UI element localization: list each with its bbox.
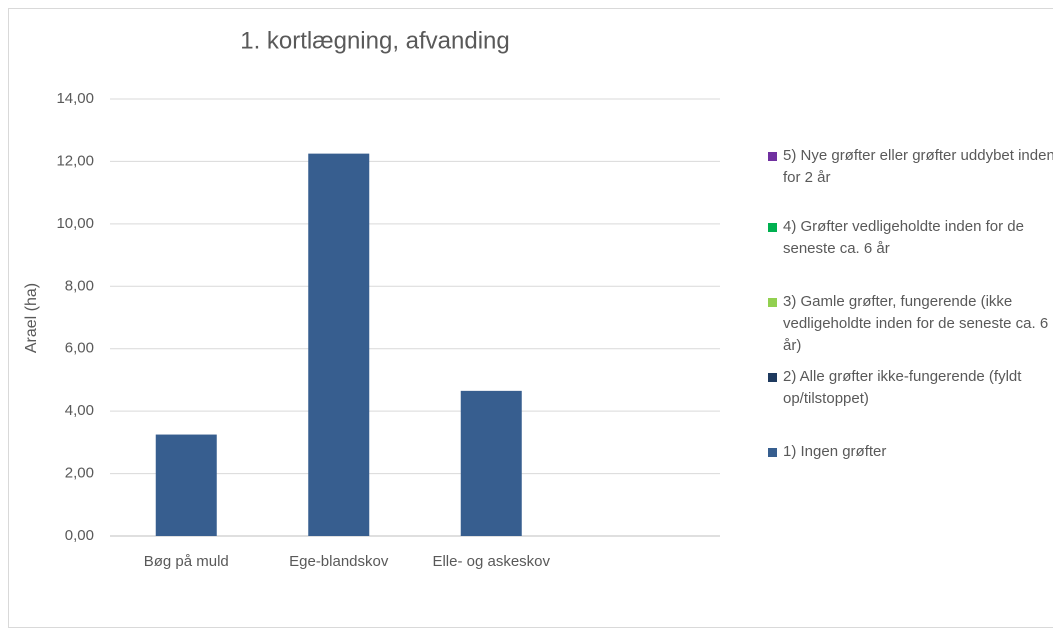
y-tick-label: 6,00 <box>65 340 94 357</box>
y-tick-label: 10,00 <box>56 215 94 232</box>
legend-swatch <box>768 298 777 307</box>
legend-swatch <box>768 373 777 382</box>
x-tick-label: Ege-blandskov <box>289 553 389 570</box>
x-tick-label: Elle- og askeskov <box>432 553 550 570</box>
bar <box>308 153 370 536</box>
y-tick-label: 8,00 <box>65 277 94 294</box>
legend-entry: 4) Grøfter vedligeholdte inden for de se… <box>766 216 1053 260</box>
y-tick-label: 4,00 <box>65 402 94 419</box>
bar <box>460 390 522 536</box>
y-axis-label: Arael (ha) <box>23 283 40 353</box>
legend-entry: 1) Ingen grøfter <box>766 441 1053 463</box>
x-tick-label: Bøg på muld <box>144 553 229 570</box>
y-tick-label: 14,00 <box>56 90 94 107</box>
legend-swatch <box>768 223 777 232</box>
y-tick-label: 0,00 <box>65 527 94 544</box>
legend-label: 3) Gamle grøfter, fungerende (ikke vedli… <box>783 293 1049 354</box>
chart: 1. kortlægning, afvanding Arael (ha) 0,0… <box>23 27 720 570</box>
y-tick-label: 2,00 <box>65 465 94 482</box>
page: {"chart_data": {"type": "stacked-bar", "… <box>8 0 1053 628</box>
bar <box>155 434 217 536</box>
legend-swatch <box>768 448 777 457</box>
legend-label: 5) Nye grøfter eller grøfter uddybet ind… <box>783 147 1053 186</box>
legend-label: 4) Grøfter vedligeholdte inden for de se… <box>783 218 1024 257</box>
legend-label: 2) Alle grøfter ikke-fungerende (fyldt o… <box>783 368 1022 407</box>
chart-title: 1. kortlægning, afvanding <box>240 27 510 54</box>
legend-entry: 3) Gamle grøfter, fungerende (ikke vedli… <box>766 291 1053 357</box>
y-tick-label: 12,00 <box>56 152 94 169</box>
legend-label: 1) Ingen grøfter <box>783 443 887 460</box>
legend-entry: 5) Nye grøfter eller grøfter uddybet ind… <box>766 145 1053 189</box>
legend-entry: 2) Alle grøfter ikke-fungerende (fyldt o… <box>766 366 1053 410</box>
legend: 1) Ingen grøfter 2) Alle grøfter ikke-fun… <box>766 0 1053 604</box>
legend-swatch <box>768 152 777 161</box>
